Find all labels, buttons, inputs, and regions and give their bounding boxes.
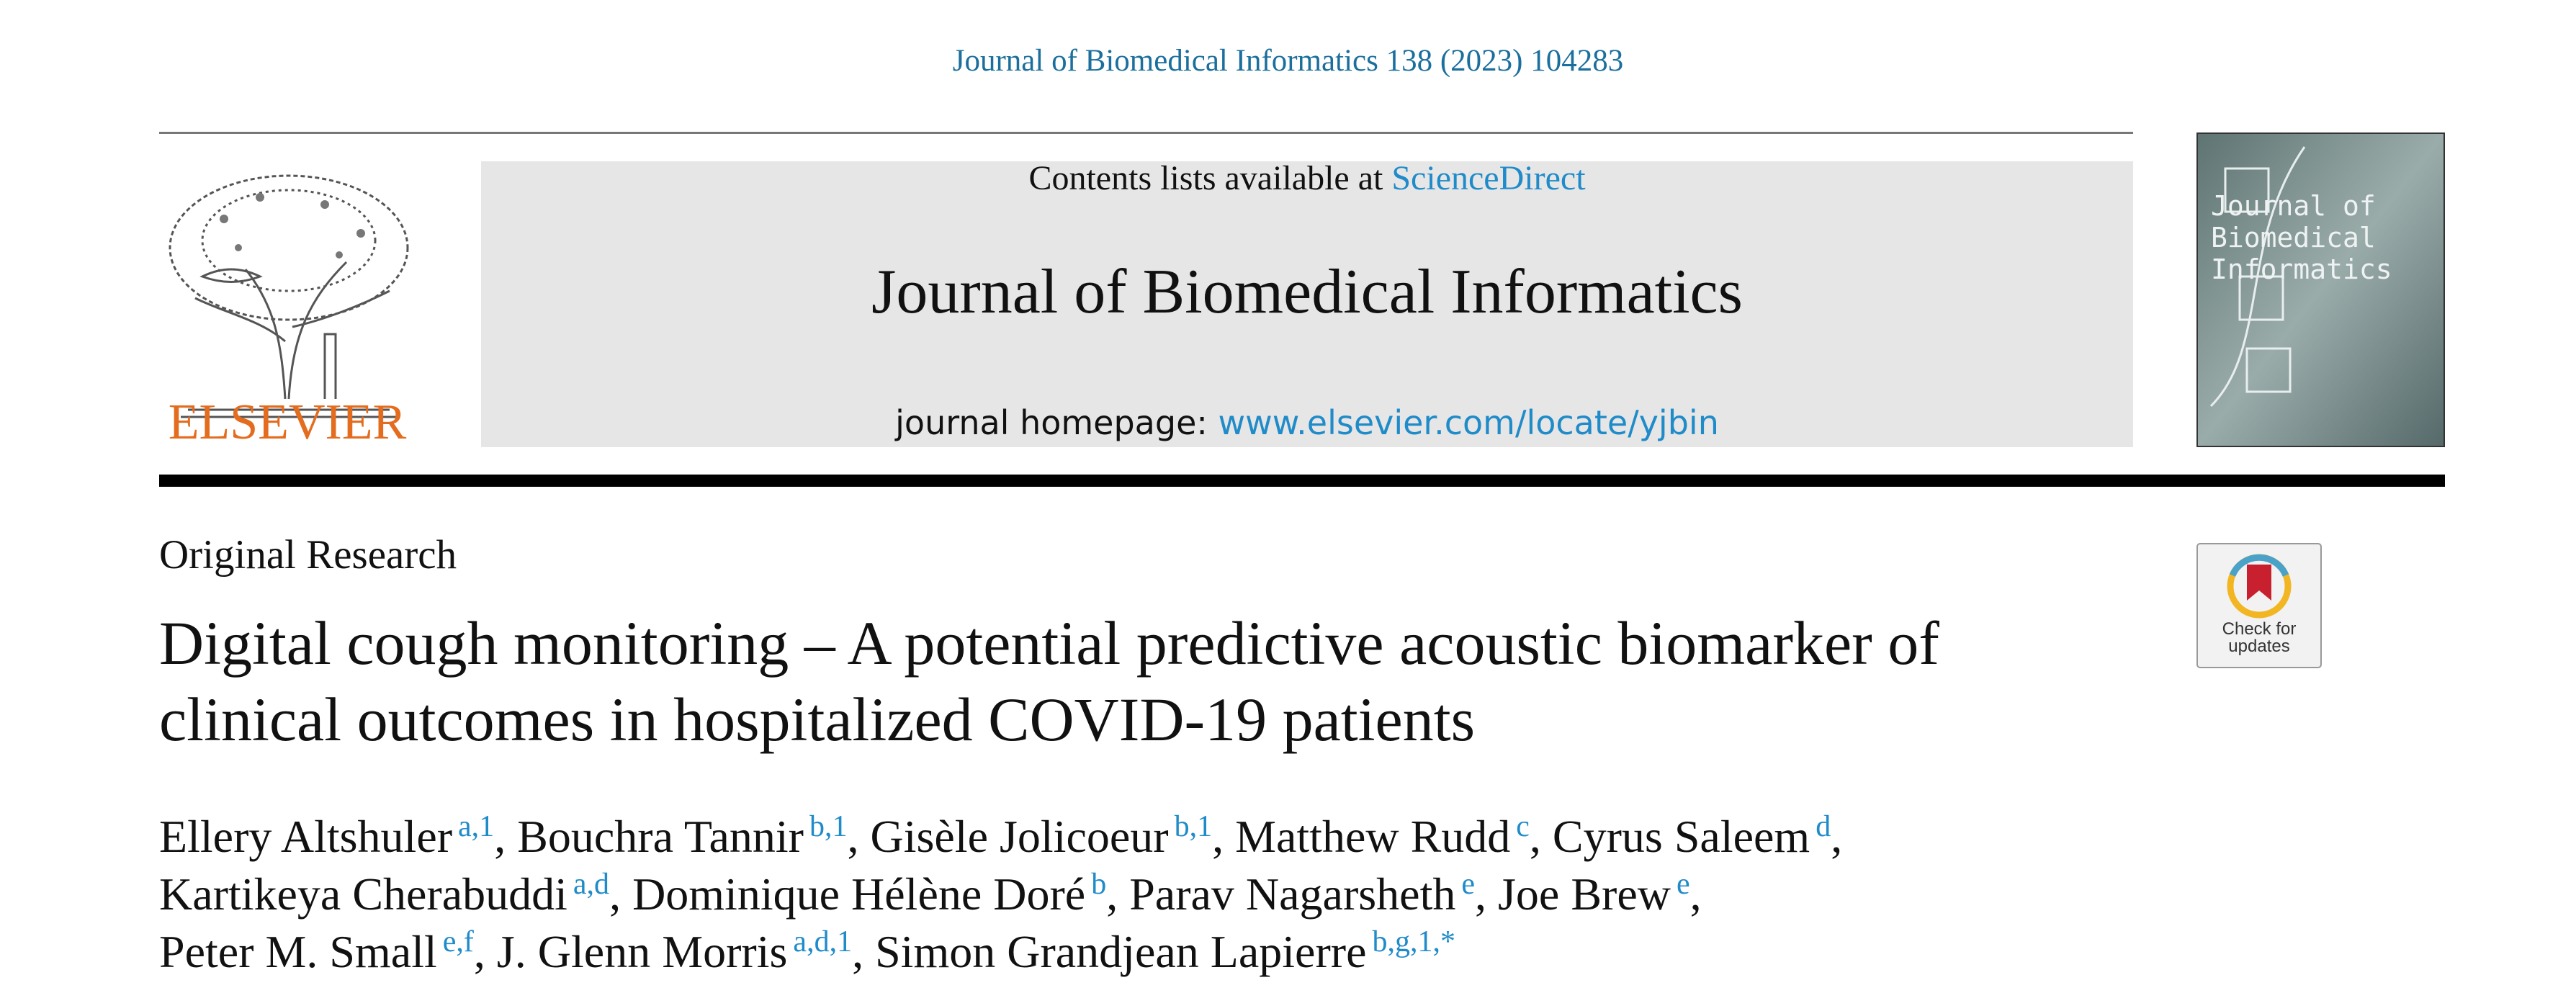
article-title: Digital cough monitoring – A potential p…: [159, 608, 1939, 754]
author-name: Cyrus Saleem: [1552, 811, 1810, 862]
author-line: Kartikeya Cherabuddi a,d, Dominique Hélèn…: [159, 866, 1842, 923]
author-name: Kartikeya Cherabuddi: [159, 868, 567, 920]
sciencedirect-link[interactable]: ScienceDirect: [1391, 159, 1586, 197]
author-name: Dominique Hélène Doré: [632, 868, 1086, 920]
homepage-link[interactable]: www.elsevier.com/locate/yjbin: [1218, 403, 1719, 442]
separator: ,: [1831, 811, 1843, 862]
article-type: Original Research: [159, 532, 457, 578]
author-name: Ellery Altshuler: [159, 811, 453, 862]
author-name: Parav Nagarsheth: [1129, 868, 1456, 920]
journal-banner: [481, 161, 2133, 447]
separator: ,: [609, 868, 621, 920]
homepage-line: journal homepage: www.elsevier.com/locat…: [481, 403, 2133, 442]
separator: ,: [1106, 868, 1118, 920]
publisher-name: ELSEVIER: [169, 395, 407, 449]
author-list: Ellery Altshuler a,1, Bouchra Tannir b,1, …: [159, 808, 1842, 981]
affiliation-marks[interactable]: a,d,1: [793, 925, 853, 958]
journal-title: Journal of Biomedical Informatics: [871, 257, 1743, 327]
rule: [159, 132, 2133, 134]
contents-line: Contents lists available at ScienceDirec…: [481, 158, 2133, 198]
separator: ,: [1475, 868, 1486, 920]
affiliation-marks[interactable]: d: [1816, 810, 1831, 843]
affiliation-marks[interactable]: b: [1091, 868, 1107, 901]
affiliation-marks[interactable]: a,d: [573, 868, 610, 901]
author-name: Joe Brew: [1498, 868, 1671, 920]
separator: ,: [1689, 868, 1702, 920]
citation[interactable]: Journal of Biomedical Informatics 138 (2…: [952, 44, 1624, 78]
affiliation-marks[interactable]: c: [1516, 810, 1530, 843]
author-line: Peter M. Small e,f, J. Glenn Morris a,d,1,…: [159, 923, 1842, 981]
author-name: J. Glenn Morris: [496, 926, 788, 977]
separator: ,: [1529, 811, 1541, 862]
affiliation-marks[interactable]: e: [1676, 868, 1690, 901]
author-name: Peter M. Small: [159, 926, 437, 977]
author-name: Bouchra Tannir: [517, 811, 804, 862]
rule: [159, 475, 2445, 487]
author-name: Gisèle Jolicoeur: [870, 811, 1169, 862]
badge-label: Check for updates: [2222, 621, 2297, 656]
journal-cover[interactable]: Journal of Biomedical Informatics: [2196, 132, 2445, 447]
contents-prefix: Contents lists available at: [1028, 159, 1383, 197]
author-name: Matthew Rudd: [1235, 811, 1511, 862]
affiliation-marks[interactable]: b,1: [809, 810, 848, 843]
separator: ,: [1212, 811, 1224, 862]
affiliation-marks[interactable]: e: [1461, 868, 1475, 901]
separator: ,: [847, 811, 859, 862]
author-name: Simon Grandjean Lapierre: [875, 926, 1367, 977]
author-line: Ellery Altshuler a,1, Bouchra Tannir b,1, …: [159, 808, 1842, 866]
affiliation-marks[interactable]: e,f: [442, 925, 474, 958]
affiliation-marks[interactable]: b,1: [1174, 810, 1213, 843]
homepage-label: journal homepage:: [895, 403, 1208, 442]
cover-title: Journal of Biomedical Informatics: [2211, 190, 2392, 285]
publisher-logo: ELSEVIER: [169, 174, 409, 449]
check-updates-badge[interactable]: Check for updates: [2196, 543, 2322, 668]
affiliation-marks[interactable]: b,g,1,*: [1372, 925, 1455, 958]
separator: ,: [473, 926, 485, 977]
separator: ,: [852, 926, 864, 977]
separator: ,: [494, 811, 506, 862]
affiliation-marks[interactable]: a,1: [458, 810, 495, 843]
